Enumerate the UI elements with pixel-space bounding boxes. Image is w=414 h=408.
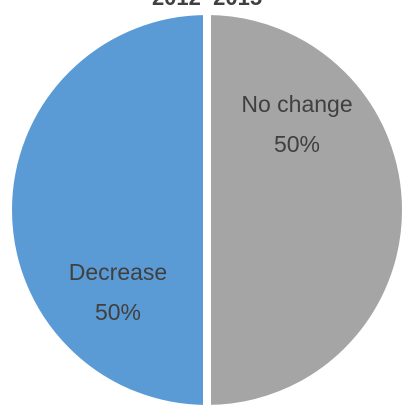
slice-percent-no-change: 50% [274, 131, 320, 157]
pie-slice-no-change [203, 6, 410, 408]
slice-percent-decrease: 50% [95, 299, 141, 325]
pie-slice-decrease [4, 6, 211, 408]
chart-title: 2012–2015 [0, 0, 414, 9]
slice-label-decrease: Decrease [69, 259, 167, 285]
slice-label-no-change: No change [241, 91, 352, 117]
